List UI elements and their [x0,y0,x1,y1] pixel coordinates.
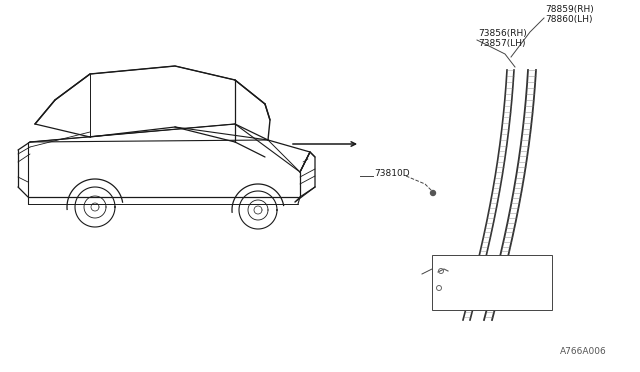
Text: 78860(LH): 78860(LH) [545,15,593,24]
Text: 73812A: 73812A [451,282,486,291]
Text: 76813 (LH): 76813 (LH) [452,268,502,277]
Bar [432,255,552,310]
Text: 76812E: 76812E [451,295,485,304]
Text: 73810D: 73810D [374,169,410,178]
Circle shape [431,190,435,196]
Text: 78859(RH): 78859(RH) [545,5,594,14]
Text: 73857(LH): 73857(LH) [478,39,525,48]
Text: A766A006: A766A006 [560,347,607,356]
Text: 73856(RH): 73856(RH) [478,29,527,38]
Text: 76812 (RH): 76812 (RH) [452,257,504,266]
